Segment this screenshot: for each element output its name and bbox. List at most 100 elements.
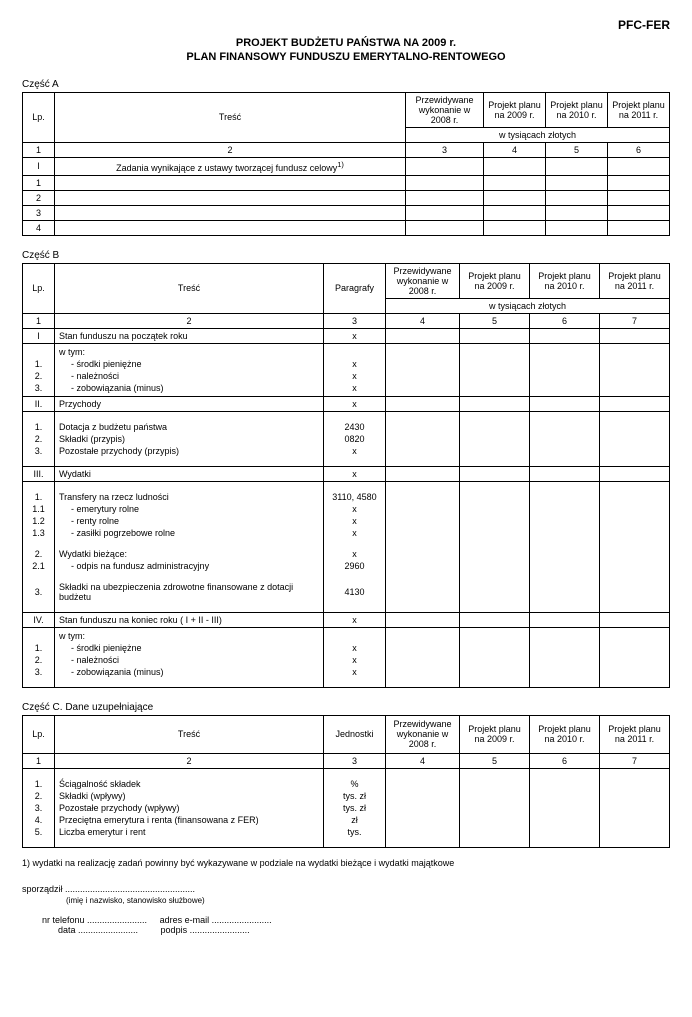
cell: - emerytury rolne — [55, 503, 324, 515]
cell — [600, 560, 670, 572]
cell: x — [324, 612, 386, 627]
cell — [600, 481, 670, 503]
cell — [460, 539, 530, 560]
colnum: 2 — [55, 142, 406, 157]
cell — [406, 175, 484, 190]
cell — [386, 481, 460, 503]
cell — [600, 572, 670, 613]
cell: Przeciętna emerytura i renta (finansowan… — [55, 814, 324, 826]
colnum: 6 — [530, 313, 600, 328]
cell: - środki pieniężne — [55, 642, 324, 654]
cell: - zobowiązania (minus) — [55, 666, 324, 688]
cell: Przychody — [55, 396, 324, 411]
cell — [600, 539, 670, 560]
cell — [608, 175, 670, 190]
col-par: Paragrafy — [324, 263, 386, 313]
cell: x — [324, 328, 386, 343]
cell — [386, 503, 460, 515]
cell — [530, 466, 600, 481]
cell: x — [324, 666, 386, 688]
cell — [406, 220, 484, 235]
col-lp: Lp. — [23, 92, 55, 142]
cell: 2. — [23, 539, 55, 560]
cell — [530, 396, 600, 411]
col-przew: Przewidywane wykonanie w 2008 r. — [406, 92, 484, 127]
cell — [600, 503, 670, 515]
cell — [600, 790, 670, 802]
email: adres e-mail ........................ — [160, 915, 272, 925]
col-przew: Przewidywane wykonanie w 2008 r. — [386, 715, 460, 753]
cell: 2960 — [324, 560, 386, 572]
page-title: PROJEKT BUDŻETU PAŃSTWA NA 2009 r. PLAN … — [22, 36, 670, 65]
cell — [600, 445, 670, 467]
cell: Liczba emerytur i rent — [55, 826, 324, 848]
colnum: 2 — [55, 753, 324, 768]
colnum: 1 — [23, 142, 55, 157]
col-przew: Przewidywane wykonanie w 2008 r. — [386, 263, 460, 298]
cell — [386, 433, 460, 445]
cell: 0820 — [324, 433, 386, 445]
cell: x — [324, 527, 386, 539]
cell: Wydatki bieżące: — [55, 539, 324, 560]
cell — [386, 790, 460, 802]
cell — [484, 220, 546, 235]
colnum: 3 — [406, 142, 484, 157]
cell — [55, 175, 406, 190]
cell — [608, 157, 670, 175]
footnote: 1) wydatki na realizację zadań powinny b… — [22, 858, 670, 868]
cell — [546, 205, 608, 220]
data: data ........................ — [58, 925, 138, 935]
cell: - zobowiązania (minus) — [55, 382, 324, 397]
cell: - zasiłki pogrzebowe rolne — [55, 527, 324, 539]
colnum: 1 — [23, 313, 55, 328]
cell — [386, 396, 460, 411]
cell — [484, 190, 546, 205]
cell — [460, 612, 530, 627]
cell: 1. — [23, 481, 55, 503]
cell: II. — [23, 396, 55, 411]
cell — [460, 466, 530, 481]
colnum: 4 — [386, 753, 460, 768]
cell — [600, 527, 670, 539]
cell: 3. — [23, 572, 55, 613]
col-2009: Projekt planu na 2009 r. — [460, 263, 530, 298]
cell — [600, 343, 670, 358]
cell — [530, 654, 600, 666]
cell: x — [324, 358, 386, 370]
table-part-a: Lp. Treść Przewidywane wykonanie w 2008 … — [22, 92, 670, 236]
cell — [386, 539, 460, 560]
cell — [460, 358, 530, 370]
colnum: 4 — [484, 142, 546, 157]
cell — [530, 768, 600, 790]
colnum: 6 — [530, 753, 600, 768]
col-2010: Projekt planu na 2010 r. — [530, 715, 600, 753]
cell — [386, 466, 460, 481]
cell — [484, 205, 546, 220]
cell: 3. — [23, 382, 55, 397]
cell: tys. zł — [324, 802, 386, 814]
unit-label: w tysiącach złotych — [406, 127, 670, 142]
cell — [23, 627, 55, 642]
cell — [460, 768, 530, 790]
col-jedn: Jednostki — [324, 715, 386, 753]
cell: 2.1 — [23, 560, 55, 572]
cell — [600, 666, 670, 688]
cell — [55, 190, 406, 205]
cell — [530, 560, 600, 572]
tel: nr telefonu ........................ — [42, 915, 147, 925]
cell — [23, 343, 55, 358]
cell: 4130 — [324, 572, 386, 613]
cell: - renty rolne — [55, 515, 324, 527]
cell — [600, 411, 670, 433]
cell — [386, 802, 460, 814]
cell — [546, 175, 608, 190]
col-2010: Projekt planu na 2010 r. — [546, 92, 608, 127]
cell — [600, 396, 670, 411]
cell — [600, 627, 670, 642]
cell: IV. — [23, 612, 55, 627]
cell — [608, 190, 670, 205]
cell — [460, 343, 530, 358]
header-code: PFC-FER — [22, 18, 670, 32]
col-tresc: Treść — [55, 92, 406, 142]
cell — [600, 466, 670, 481]
